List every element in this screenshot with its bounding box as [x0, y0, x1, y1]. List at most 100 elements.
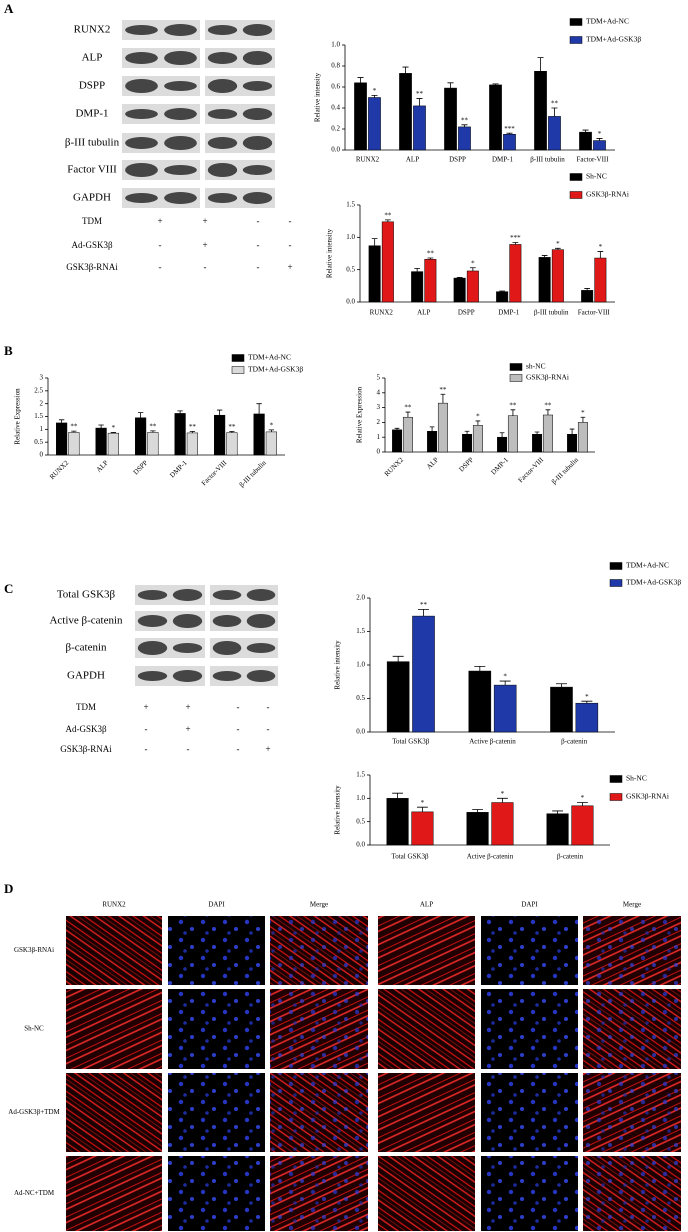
blot-band: [137, 671, 168, 681]
y-axis-label: Relative intensity: [334, 785, 342, 835]
significance: *: [556, 240, 560, 248]
error-bar: [394, 427, 400, 430]
bar: [509, 244, 522, 303]
significance: **: [461, 116, 469, 124]
blot-label: β-catenin: [65, 642, 107, 654]
y-axis-label: Relative intensity: [326, 228, 334, 278]
bar: [496, 291, 509, 303]
bar: [493, 684, 517, 733]
y-tick-label: 0.0: [356, 841, 365, 849]
error-bar: [541, 255, 548, 258]
bar: [147, 432, 159, 456]
y-tick-label: 1.0: [356, 794, 365, 802]
bar: [368, 97, 381, 151]
bar: [567, 433, 578, 453]
blot-band: [164, 108, 197, 120]
legend-label: TDM+Ad-GSK3β: [626, 578, 681, 587]
x-tick-label: DSPP: [458, 456, 476, 474]
error-bar: [499, 432, 505, 438]
blot-band: [212, 671, 242, 681]
error-bar: [229, 430, 235, 433]
condition-mark: +: [143, 702, 148, 712]
y-tick-label: 0.5: [356, 694, 365, 702]
condition-mark: -: [237, 744, 240, 754]
blot-label: RUNX2: [74, 24, 111, 36]
y-tick-label: 4: [377, 388, 381, 396]
bar: [532, 433, 543, 453]
bar: [534, 71, 547, 151]
legend-swatch: [609, 579, 623, 587]
error-bar: [584, 288, 591, 291]
error-bar: [137, 412, 144, 418]
legend-swatch: [609, 775, 623, 783]
condition-mark: -: [257, 262, 260, 272]
row-label: Sh-NC: [24, 1025, 44, 1033]
error-bar: [534, 431, 540, 435]
blot-band: [207, 52, 238, 64]
legend-swatch: [569, 191, 583, 199]
row-label: GSK3β-RNAi: [14, 946, 54, 954]
x-tick-label: RUNX2: [383, 456, 406, 479]
error-bar: [268, 429, 275, 432]
column-header: DAPI: [208, 901, 225, 909]
blot-label: β-III tubulin: [65, 137, 120, 149]
bar: [265, 431, 277, 456]
column-header: ALP: [420, 901, 433, 909]
significance: *: [503, 673, 507, 681]
significance: **: [384, 211, 392, 219]
error-bar: [371, 238, 378, 246]
bar: [468, 670, 492, 733]
nuclei-stain: [168, 989, 265, 1069]
x-tick-label: ALP: [95, 459, 110, 474]
x-tick-label: β-III tubulin: [530, 156, 565, 164]
bar: [402, 416, 413, 453]
error-bar: [456, 277, 463, 279]
bar: [579, 131, 592, 151]
significance: *: [599, 243, 603, 251]
error-bar: [537, 57, 544, 72]
bar: [386, 798, 409, 846]
blot-band: [125, 109, 158, 119]
blot-band: [242, 81, 273, 91]
legend-label: TDM+Ad-GSK3β: [586, 35, 641, 44]
y-tick-label: 2: [40, 399, 44, 407]
legend-swatch: [509, 363, 523, 371]
panel-label: A: [4, 1, 14, 16]
blot-band: [242, 165, 273, 175]
blot-label: GAPDH: [67, 670, 105, 682]
micrograph: [66, 1073, 162, 1152]
bar: [458, 126, 471, 151]
column-header: DAPI: [521, 901, 538, 909]
blot-band: [207, 79, 238, 93]
condition-mark: -: [187, 744, 190, 754]
y-tick-label: 1.0: [346, 233, 355, 241]
error-bar: [555, 683, 567, 688]
blot-band: [172, 670, 203, 682]
error-bar: [110, 432, 117, 434]
y-tick-label: 1.0: [331, 41, 340, 49]
error-bar: [580, 416, 586, 423]
blot-band: [125, 193, 158, 203]
y-axis-label: Relative Expression: [356, 386, 364, 443]
micrograph: [378, 1156, 475, 1231]
error-bar: [440, 393, 446, 404]
condition-label: Ad-GSK3β: [65, 724, 107, 734]
error-bar: [510, 409, 516, 416]
x-tick-label: β-catenin: [561, 738, 588, 746]
panel-label: B: [4, 343, 13, 358]
bar: [444, 87, 457, 151]
y-tick-label: 0.5: [356, 817, 365, 825]
condition-mark: +: [185, 702, 190, 712]
significance: **: [439, 386, 447, 394]
condition-label: GSK3β-RNAi: [60, 744, 112, 754]
error-bar: [189, 430, 196, 433]
error-bar: [596, 138, 603, 141]
blot-band: [246, 589, 276, 601]
x-tick-label: DSPP: [132, 459, 150, 477]
significance: *: [501, 790, 505, 798]
bar: [571, 805, 594, 846]
blot-band: [137, 590, 168, 600]
condition-mark: -: [289, 216, 292, 226]
error-bar: [475, 420, 481, 426]
